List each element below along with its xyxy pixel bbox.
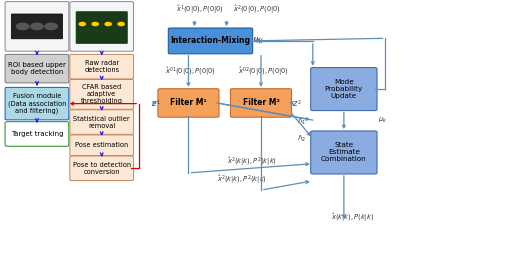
Text: $\mu_k$: $\mu_k$ xyxy=(378,116,387,125)
FancyBboxPatch shape xyxy=(70,135,134,155)
Text: $\hat{x}^2(k|k), P^2(k|k)$: $\hat{x}^2(k|k), P^2(k|k)$ xyxy=(227,156,277,169)
Text: ROI based upper
body detection: ROI based upper body detection xyxy=(8,62,66,75)
Text: State
Estimate
Combination: State Estimate Combination xyxy=(321,143,367,162)
FancyBboxPatch shape xyxy=(5,2,69,51)
Text: Pose estimation: Pose estimation xyxy=(75,142,128,148)
FancyBboxPatch shape xyxy=(5,87,69,120)
FancyBboxPatch shape xyxy=(70,54,134,79)
Text: $\hat{x}(k|k), P(k|k)$: $\hat{x}(k|k), P(k|k)$ xyxy=(331,212,374,224)
FancyBboxPatch shape xyxy=(230,89,292,117)
FancyBboxPatch shape xyxy=(70,110,134,134)
Text: $\hat{x}^{02}(0|0), P(0|0)$: $\hat{x}^{02}(0|0), P(0|0)$ xyxy=(238,66,289,79)
Circle shape xyxy=(79,22,85,26)
Text: $\Lambda_2$: $\Lambda_2$ xyxy=(297,134,306,144)
Text: $\hat{x}^{01}(0|0), P(0|0)$: $\hat{x}^{01}(0|0), P(0|0)$ xyxy=(165,66,216,79)
Text: Statistical outlier
removal: Statistical outlier removal xyxy=(73,116,130,129)
Text: Raw radar
detections: Raw radar detections xyxy=(84,60,119,73)
Text: Filter M²: Filter M² xyxy=(242,98,279,107)
FancyBboxPatch shape xyxy=(70,156,134,181)
Text: $\hat{x}^1(0|0), P(0|0)$: $\hat{x}^1(0|0), P(0|0)$ xyxy=(176,4,223,17)
FancyBboxPatch shape xyxy=(5,122,69,146)
FancyBboxPatch shape xyxy=(168,28,253,54)
Circle shape xyxy=(31,23,43,30)
Circle shape xyxy=(17,23,29,30)
FancyBboxPatch shape xyxy=(5,54,69,83)
Text: Filter M¹: Filter M¹ xyxy=(170,98,207,107)
FancyBboxPatch shape xyxy=(70,79,134,109)
FancyBboxPatch shape xyxy=(311,131,377,174)
FancyBboxPatch shape xyxy=(311,68,377,111)
Text: Target tracking: Target tracking xyxy=(11,131,63,137)
Circle shape xyxy=(118,22,124,26)
Text: $\mu_{i|j}$: $\mu_{i|j}$ xyxy=(253,36,264,46)
FancyBboxPatch shape xyxy=(70,2,134,51)
Text: $\Lambda_1$: $\Lambda_1$ xyxy=(297,116,306,126)
Text: CFAR based
adaptive
thresholding: CFAR based adaptive thresholding xyxy=(81,84,123,104)
Text: $Z^2$: $Z^2$ xyxy=(292,99,302,110)
Text: $Z^1$: $Z^1$ xyxy=(151,99,161,110)
Text: Interaction-Mixing: Interaction-Mixing xyxy=(171,36,251,45)
Text: Fusion module
(Data association
and filtering): Fusion module (Data association and filt… xyxy=(8,93,66,114)
Text: $\hat{x}^2(0|0), P(0|0)$: $\hat{x}^2(0|0), P(0|0)$ xyxy=(232,4,280,17)
FancyBboxPatch shape xyxy=(158,89,219,117)
Circle shape xyxy=(92,22,98,26)
Text: $\mu_{i|j}$: $\mu_{i|j}$ xyxy=(253,36,264,46)
Circle shape xyxy=(45,23,57,30)
Circle shape xyxy=(105,22,111,26)
Text: $\hat{x}^2(k|k), P^2(k|k)$: $\hat{x}^2(k|k), P^2(k|k)$ xyxy=(217,174,267,187)
FancyBboxPatch shape xyxy=(11,14,62,39)
Text: Pose to detection
conversion: Pose to detection conversion xyxy=(73,162,131,175)
Text: Mode
Probability
Update: Mode Probability Update xyxy=(325,79,363,99)
FancyBboxPatch shape xyxy=(76,12,127,44)
